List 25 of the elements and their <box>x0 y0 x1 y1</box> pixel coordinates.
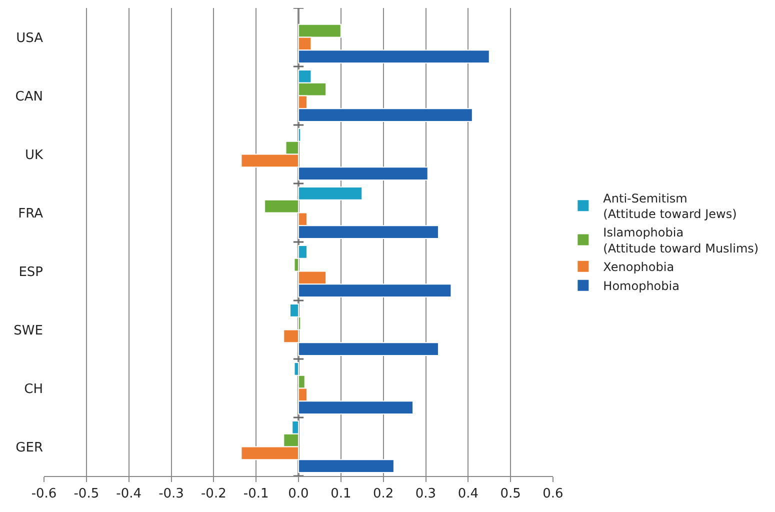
legend-label: Islamophobia (Attitude toward Muslims) <box>603 226 759 256</box>
legend-label: Xenophobia <box>603 260 674 274</box>
y-tick-label: GER <box>16 440 43 456</box>
x-tick-label: -0.1 <box>243 486 269 502</box>
y-tick-label: CH <box>24 382 43 397</box>
legend-label: Homophobia <box>603 279 680 294</box>
x-tick-label: -0.6 <box>31 486 57 502</box>
x-tick-label: 0.2 <box>372 486 394 502</box>
x-tick-label: 0.1 <box>330 486 352 502</box>
x-tick-label: -0.2 <box>200 486 226 502</box>
legend-label: Anti-Semitism (Attitude toward Jews) <box>603 191 737 222</box>
x-tick-label: 0.3 <box>415 486 436 502</box>
x-tick-label: -0.4 <box>116 486 142 502</box>
y-tick-label: SWE <box>14 323 43 338</box>
x-tick-label: 0.5 <box>500 486 521 502</box>
x-tick-label: 0.6 <box>542 486 564 502</box>
x-tick-label: 0.0 <box>288 486 309 502</box>
y-tick-label: ESP <box>18 264 44 280</box>
x-tick-label: -0.3 <box>158 486 184 502</box>
y-tick-label: UK <box>24 148 44 163</box>
y-tick-label: FRA <box>18 206 44 222</box>
y-tick-label: USA <box>16 30 44 46</box>
y-tick-label: CAN <box>15 89 43 104</box>
x-tick-label: -0.5 <box>74 486 100 502</box>
x-tick-label: 0.4 <box>458 486 479 502</box>
